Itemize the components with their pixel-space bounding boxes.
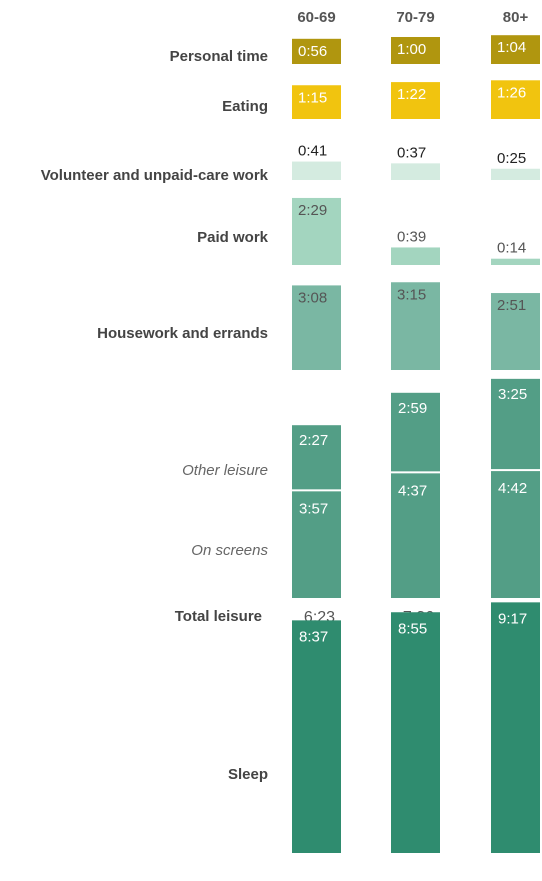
eating-value-70-79: 1:22 (397, 86, 426, 103)
sleep-bar-60-69 (292, 620, 341, 853)
paid_work-value-70-79: 0:39 (397, 228, 426, 245)
paid_work-value-60-69: 2:29 (298, 202, 327, 219)
housework-bar-60-69 (292, 285, 341, 370)
volunteer-bar-60-69 (292, 161, 341, 180)
personal_time-bar-70-79 (391, 37, 440, 64)
other-leisure-value-70-79: 2:59 (398, 400, 427, 417)
personal_time-value-60-69: 0:56 (298, 43, 327, 60)
other-leisure-bar-70-79 (391, 392, 440, 472)
row-label-on-screens: On screens (191, 542, 268, 559)
other-leisure-bar-80 (491, 378, 540, 470)
eating-value-60-69: 1:15 (298, 89, 327, 106)
on-screens-bar-70-79 (391, 473, 440, 598)
housework-bar-80 (491, 293, 540, 370)
paid_work-bar-60-69 (292, 197, 341, 265)
row-label-volunteer-and-unpaid-care-work: Volunteer and unpaid-care work (41, 167, 269, 184)
other-leisure-bar-60-69 (292, 425, 341, 490)
on-screens-bar-80 (491, 471, 540, 598)
on-screens-value-60-69: 3:57 (299, 500, 328, 517)
paid_work-value-80: 0:14 (497, 240, 526, 257)
volunteer-value-70-79: 0:37 (397, 144, 426, 161)
personal_time-bar-80 (491, 35, 540, 64)
column-header-60-69: 60-69 (297, 9, 335, 26)
volunteer-value-80: 0:25 (497, 150, 526, 167)
other-leisure-value-80: 3:25 (498, 386, 527, 403)
housework-bar-70-79 (391, 282, 440, 370)
other-leisure-value-60-69: 2:27 (299, 432, 328, 449)
row-label-sleep: Sleep (228, 766, 268, 783)
sleep-value-60-69: 8:37 (299, 628, 328, 645)
sleep-value-70-79: 8:55 (398, 620, 427, 637)
on-screens-value-80: 4:42 (498, 480, 527, 497)
row-label-eating: Eating (222, 98, 268, 115)
column-header-70-79: 70-79 (396, 9, 434, 26)
sleep-bar-70-79 (391, 612, 440, 853)
row-label-other-leisure: Other leisure (182, 462, 268, 479)
volunteer-bar-80 (491, 168, 540, 180)
sleep-value-80: 9:17 (498, 610, 527, 627)
row-label-paid-work: Paid work (197, 229, 269, 246)
personal_time-bar-60-69 (292, 38, 341, 64)
eating-value-80: 1:26 (497, 84, 526, 101)
paid_work-bar-80 (491, 258, 540, 265)
row-label-total-leisure: Total leisure (175, 608, 262, 625)
eating-bar-70-79 (391, 82, 440, 119)
on-screens-value-70-79: 4:37 (398, 482, 427, 499)
personal_time-value-70-79: 1:00 (397, 41, 426, 58)
housework-value-80: 2:51 (497, 297, 526, 314)
eating-bar-80 (491, 80, 540, 119)
housework-value-70-79: 3:15 (397, 286, 426, 303)
volunteer-value-60-69: 0:41 (298, 143, 327, 160)
paid_work-bar-70-79 (391, 247, 440, 265)
row-label-housework-and-errands: Housework and errands (97, 325, 268, 342)
personal_time-value-80: 1:04 (497, 39, 526, 56)
column-header-80: 80+ (503, 9, 529, 26)
eating-bar-60-69 (292, 85, 341, 119)
sleep-bar-80 (491, 602, 540, 853)
row-label-personal-time: Personal time (170, 48, 268, 65)
on-screens-bar-60-69 (292, 491, 341, 598)
volunteer-bar-70-79 (391, 163, 440, 180)
housework-value-60-69: 3:08 (298, 289, 327, 306)
